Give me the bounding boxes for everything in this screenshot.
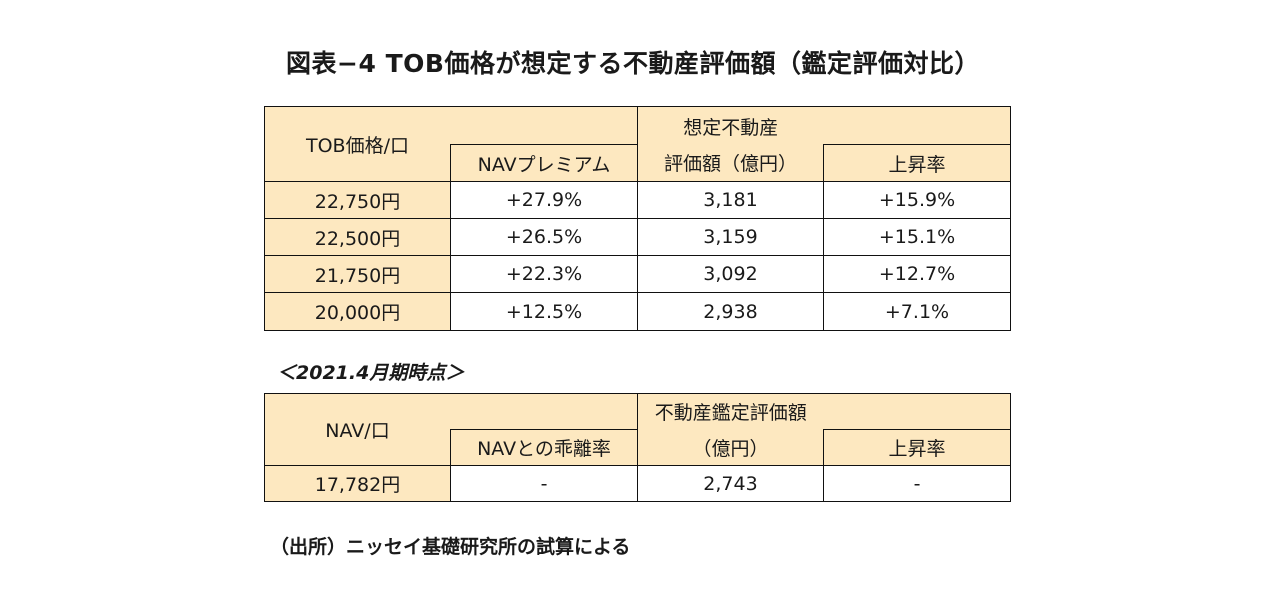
header-spacer — [823, 106, 1011, 145]
value-cell: 3,159 — [637, 218, 824, 256]
premium-cell: +27.9% — [450, 181, 638, 219]
header-spacer — [450, 106, 638, 145]
header-appraisal-unit: （億円） — [637, 429, 824, 466]
header-appraisal-value: 不動産鑑定評価額 — [637, 393, 824, 430]
premium-cell: +26.5% — [450, 218, 638, 256]
table-row: 22,500円 +26.5% 3,159 +15.1% — [264, 218, 1011, 256]
rate-cell: +12.7% — [823, 255, 1011, 293]
price-cell: 22,750円 — [264, 181, 451, 219]
figure-title: 図表−4 TOB価格が想定する不動産評価額（鑑定評価対比） — [286, 49, 980, 78]
source-note: （出所）ニッセイ基礎研究所の試算による — [270, 536, 631, 558]
header-increase-rate: 上昇率 — [823, 429, 1011, 466]
nav-cell: 17,782円 — [264, 465, 451, 502]
value-cell: 2,938 — [637, 292, 824, 331]
table-row: 17,782円 - 2,743 - — [264, 465, 1011, 502]
value-cell: 2,743 — [637, 465, 824, 502]
table-row: 20,000円 +12.5% 2,938 +7.1% — [264, 292, 1011, 331]
premium-cell: +12.5% — [450, 292, 638, 331]
header-assumed-property: 想定不動産 — [637, 106, 824, 145]
rate-cell: +7.1% — [823, 292, 1011, 331]
price-cell: 22,500円 — [264, 218, 451, 256]
price-cell: 20,000円 — [264, 292, 451, 331]
header-nav: NAV/口 — [264, 393, 451, 466]
header-nav-divergence: NAVとの乖離率 — [450, 429, 638, 466]
premium-cell: +22.3% — [450, 255, 638, 293]
header-nav-premium: NAVプレミアム — [450, 144, 638, 182]
table-row: 21,750円 +22.3% 3,092 +12.7% — [264, 255, 1011, 293]
rate-cell: +15.9% — [823, 181, 1011, 219]
table-row: 22,750円 +27.9% 3,181 +15.9% — [264, 181, 1011, 219]
value-cell: 3,181 — [637, 181, 824, 219]
rate-cell: +15.1% — [823, 218, 1011, 256]
header-spacer — [450, 393, 638, 430]
header-tob-price: TOB価格/口 — [264, 106, 451, 182]
tob-price-table: TOB価格/口 想定不動産 NAVプレミアム 評価額（億円） 上昇率 22,75… — [264, 106, 1011, 331]
as-of-note: ＜2021.4月期時点＞ — [277, 362, 465, 384]
nav-table: NAV/口 不動産鑑定評価額 NAVとの乖離率 （億円） 上昇率 17,782円… — [264, 393, 1011, 502]
value-cell: 3,092 — [637, 255, 824, 293]
header-spacer — [823, 393, 1011, 430]
rate-cell: - — [823, 465, 1011, 502]
header-valuation-unit: 評価額（億円） — [637, 144, 824, 182]
header-increase-rate: 上昇率 — [823, 144, 1011, 182]
price-cell: 21,750円 — [264, 255, 451, 293]
divergence-cell: - — [450, 465, 638, 502]
